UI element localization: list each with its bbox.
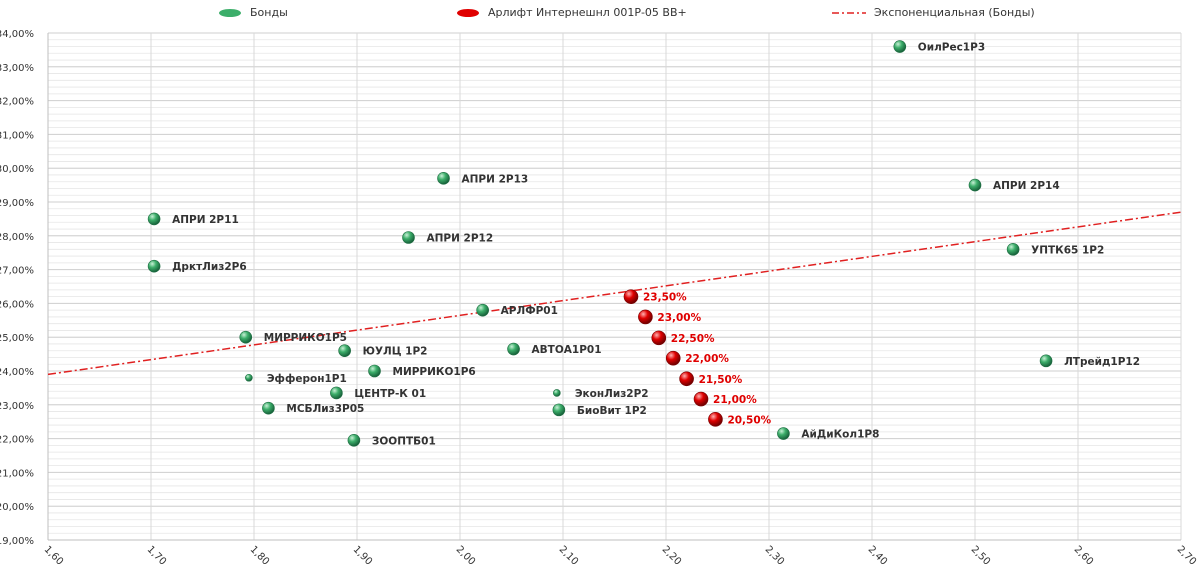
x-tick-label: 2,70	[1175, 544, 1199, 568]
bond-point	[1039, 354, 1053, 368]
bond-point-label: АПРИ 2Р11	[172, 214, 239, 226]
bond-point	[507, 342, 520, 356]
bond-point-label: УПТК65 1Р2	[1031, 244, 1104, 256]
bond-point	[553, 389, 561, 397]
y-tick-label: 25,00%	[0, 333, 34, 344]
y-tick-label: 23,00%	[0, 401, 34, 412]
y-tick-label: 31,00%	[0, 130, 34, 141]
highlight-point	[665, 350, 681, 366]
bond-point-label: ЭконЛиз2Р2	[575, 388, 649, 400]
x-tick-label: 2,10	[557, 544, 581, 568]
bond-point-label: ОилРес1Р3	[918, 42, 985, 54]
bond-point-label: АйДиКол1Р8	[801, 429, 879, 441]
bond-point	[262, 401, 275, 415]
x-tick-label: 2,50	[969, 544, 993, 568]
bond-point-label: АПРИ 2Р13	[462, 173, 529, 185]
bond-point	[147, 212, 161, 226]
highlight-point	[638, 309, 653, 325]
bond-point-label: МИРРИКО1Р5	[264, 332, 347, 344]
grid	[47, 32, 1182, 541]
x-tick-label: 1,90	[351, 544, 375, 568]
bond-point	[338, 344, 351, 358]
bond-point-label: Эфферон1Р1	[267, 373, 347, 385]
y-tick-label: 22,00%	[0, 435, 34, 446]
x-tick-label: 2,00	[454, 544, 478, 568]
dash-dot-line-icon	[832, 11, 866, 14]
bond-point	[330, 386, 343, 400]
x-tick-label: 1,70	[145, 544, 169, 568]
legend-item-bonds: Бонды	[218, 6, 288, 19]
bond-point	[368, 364, 381, 378]
highlight-point-label: 21,00%	[713, 394, 757, 406]
x-tick-label: 1,80	[248, 544, 272, 568]
legend-label-trend: Экспоненциальная (Бонды)	[874, 6, 1035, 19]
highlight-point-label: 23,00%	[657, 312, 701, 324]
y-tick-label: 26,00%	[0, 299, 34, 310]
x-tick-label: 2,60	[1072, 544, 1096, 568]
bond-point	[552, 403, 566, 417]
y-tick-label: 20,00%	[0, 502, 34, 513]
y-tick-label: 29,00%	[0, 198, 34, 209]
y-tick-label: 21,00%	[0, 468, 34, 479]
bond-point-label: ЮУЛЦ 1Р2	[363, 346, 428, 358]
bond-point-label: ДрктЛиз2Р6	[172, 261, 247, 273]
bond-point-label: АПРИ 2Р12	[427, 232, 494, 244]
bond-point-label: ЛТрейд1Р12	[1064, 356, 1140, 368]
bond-point	[147, 259, 161, 273]
x-tick-label: 2,20	[660, 544, 684, 568]
y-tick-label: 24,00%	[0, 367, 34, 378]
highlight-point	[708, 412, 723, 427]
data-points: ОилРес1Р3 АПРИ 2Р13 АПРИ 2Р14 АПРИ 2Р11 АПРИ…	[147, 40, 1140, 447]
bond-point	[239, 330, 253, 344]
highlight-point-label: 20,50%	[727, 414, 771, 426]
x-tick-label: 1,60	[42, 544, 66, 568]
y-tick-label: 28,00%	[0, 232, 34, 243]
bond-point-label: АВТОА1Р01	[532, 344, 602, 356]
highlight-point-label: 23,50%	[643, 292, 687, 304]
bond-point	[1006, 243, 1020, 256]
bond-point	[476, 303, 489, 317]
green-marker-icon	[219, 8, 241, 17]
bond-point	[893, 40, 907, 53]
bond-point	[777, 427, 790, 440]
legend-item-highlight: Арлифт Интернешнл 001Р-05 BB+	[456, 6, 687, 19]
highlight-point-label: 21,50%	[699, 374, 743, 386]
bond-point-label: МСБЛиз3Р05	[286, 403, 364, 415]
highlight-point-label: 22,00%	[685, 353, 729, 365]
highlight-point	[651, 330, 667, 346]
axes: 19,00% 20,00% 21,00% 22,00% 23,00% 24,00% 25,0…	[0, 29, 1198, 568]
legend-item-trend: Экспоненциальная (Бонды)	[832, 6, 1035, 19]
chart-legend: Бонды Арлифт Интернешнл 001Р-05 BB+ Эксп…	[0, 6, 1200, 26]
y-tick-label: 30,00%	[0, 164, 34, 175]
bond-point	[347, 433, 361, 447]
x-tick-label: 2,30	[763, 544, 787, 568]
exponential-trendline	[47, 211, 1182, 376]
highlight-point	[679, 371, 694, 387]
y-tick-label: 19,00%	[0, 536, 34, 547]
bond-point-label: МИРРИКО1Р6	[393, 366, 476, 378]
bond-point	[968, 178, 982, 192]
bond-point	[402, 231, 415, 244]
trendline	[47, 211, 1182, 376]
y-tick-label: 27,00%	[0, 266, 34, 277]
bond-point-label: АПРИ 2Р14	[993, 180, 1060, 192]
bond-point-label: АРЛФР01	[501, 305, 558, 317]
legend-label-bonds: Бонды	[250, 6, 288, 19]
red-marker-icon	[457, 8, 479, 17]
y-tick-label: 32,00%	[0, 97, 34, 108]
bond-point-label: ЦЕНТР-К 01	[354, 388, 426, 400]
y-tick-label: 34,00%	[0, 29, 34, 40]
bond-point	[437, 172, 450, 185]
bond-point	[245, 373, 253, 382]
bond-point-label: ЗООПТБ01	[372, 435, 436, 447]
highlight-point	[623, 289, 639, 304]
highlight-point-label: 22,50%	[671, 333, 715, 345]
highlight-point	[693, 391, 709, 407]
x-tick-label: 2,40	[866, 544, 890, 568]
y-tick-label: 33,00%	[0, 63, 34, 74]
bond-point-label: БиоВит 1Р2	[577, 405, 647, 417]
legend-label-highlight: Арлифт Интернешнл 001Р-05 BB+	[488, 6, 687, 19]
